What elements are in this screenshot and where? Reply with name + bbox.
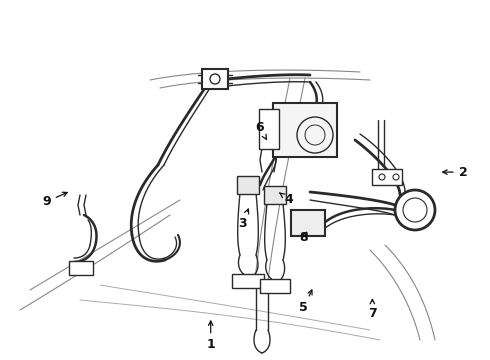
FancyBboxPatch shape xyxy=(232,274,264,288)
FancyBboxPatch shape xyxy=(259,109,279,149)
Text: 7: 7 xyxy=(368,300,377,320)
Text: 3: 3 xyxy=(238,209,249,230)
FancyBboxPatch shape xyxy=(291,210,325,236)
Text: 6: 6 xyxy=(255,121,267,140)
FancyBboxPatch shape xyxy=(69,261,93,275)
Text: 8: 8 xyxy=(299,231,308,244)
Text: 5: 5 xyxy=(299,290,312,314)
Text: 4: 4 xyxy=(280,193,294,206)
FancyBboxPatch shape xyxy=(260,279,290,293)
FancyBboxPatch shape xyxy=(237,176,259,194)
FancyBboxPatch shape xyxy=(273,103,337,157)
FancyBboxPatch shape xyxy=(264,186,286,204)
FancyBboxPatch shape xyxy=(372,169,402,185)
Text: 9: 9 xyxy=(42,192,67,208)
Text: 2: 2 xyxy=(443,166,467,179)
FancyBboxPatch shape xyxy=(202,69,228,89)
Text: 1: 1 xyxy=(206,321,215,351)
